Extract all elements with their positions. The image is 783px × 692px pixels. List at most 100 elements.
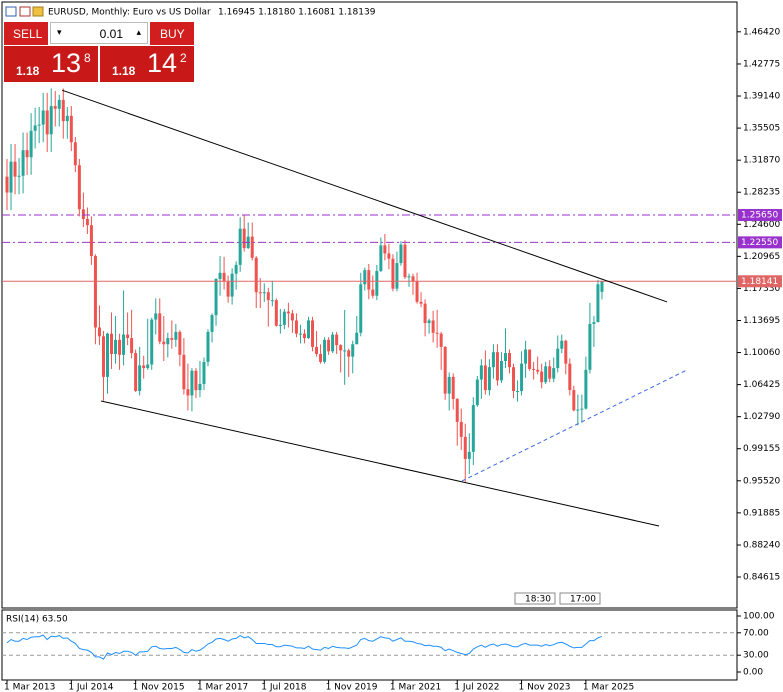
- candle-body: [576, 409, 580, 411]
- x-tick-label: 1 Mar 2013: [4, 683, 55, 692]
- x-tick-label: 1 Jul 2014: [68, 683, 113, 692]
- candle-body: [25, 150, 29, 158]
- candle-body: [166, 338, 170, 345]
- bid-small: 8: [84, 51, 91, 65]
- candle-body: [520, 363, 524, 392]
- candle-body: [431, 320, 435, 333]
- icon: [32, 6, 44, 17]
- candle-body: [524, 349, 528, 364]
- level-label: 1.25650: [741, 211, 778, 221]
- candle-body: [93, 256, 97, 328]
- candle-body: [134, 353, 138, 392]
- volume-input[interactable]: ▾ 0.01 ▴: [50, 22, 148, 44]
- candle-body: [423, 303, 427, 324]
- candle-body: [138, 365, 142, 392]
- y-tick-label: 0.88240: [743, 541, 780, 551]
- candle-body: [146, 364, 150, 369]
- candle-body: [355, 332, 359, 345]
- candle-body: [198, 383, 202, 391]
- candle-body: [118, 339, 122, 355]
- candle-body: [73, 142, 77, 166]
- candle-body: [61, 99, 65, 122]
- candle-body: [391, 258, 395, 289]
- candle-body: [536, 369, 540, 372]
- candle-body: [226, 281, 230, 297]
- level-label: 1.22550: [741, 238, 778, 248]
- candle-body: [435, 332, 439, 334]
- candle-body: [290, 313, 294, 321]
- y-tick-label: 1.13695: [743, 316, 780, 326]
- candle-body: [499, 361, 503, 381]
- buy-label: BUY: [160, 27, 185, 41]
- x-tick-label: 1 Nov 2023: [519, 683, 571, 692]
- candle-body: [351, 344, 355, 357]
- level-label-box: [738, 236, 782, 249]
- candle-body: [548, 366, 552, 379]
- y-tick-label: 1.46420: [743, 27, 780, 37]
- icon: [5, 6, 17, 17]
- candle-body: [218, 272, 222, 279]
- candle-body: [516, 391, 520, 393]
- candle-body: [270, 300, 274, 302]
- candle-body: [302, 333, 306, 339]
- candle-body: [487, 367, 491, 391]
- y-tick-label: 0.99155: [743, 444, 780, 454]
- candle-body: [49, 106, 53, 135]
- candle-body: [532, 368, 536, 370]
- candle-body: [403, 244, 407, 278]
- candle-body: [419, 301, 423, 304]
- candle-body: [162, 341, 166, 345]
- candle-body: [174, 331, 178, 340]
- candle-body: [383, 245, 387, 254]
- candle-body: [222, 272, 226, 282]
- session-marker: [514, 592, 556, 605]
- arrow-up[interactable]: ▴: [136, 27, 141, 37]
- candle-body: [9, 161, 13, 193]
- candle-body: [463, 436, 467, 459]
- candle-body: [447, 376, 451, 394]
- candle-body: [544, 366, 548, 383]
- candle-body: [343, 350, 347, 352]
- candle-body: [33, 125, 37, 131]
- candle-body: [475, 379, 479, 406]
- candle-body: [21, 150, 25, 176]
- candle-body: [17, 175, 21, 177]
- y-tick-label: 1.42775: [743, 59, 780, 69]
- candle-body: [552, 368, 556, 379]
- y-tick-label: 0.84615: [743, 572, 780, 582]
- candle-body: [359, 284, 363, 333]
- candle-body: [411, 276, 415, 282]
- candle-body: [379, 245, 383, 272]
- candle-body: [214, 278, 218, 316]
- ask-box[interactable]: 1.18 14 2: [100, 46, 194, 82]
- sell-button[interactable]: SELL: [4, 22, 48, 45]
- candle-body: [77, 165, 81, 210]
- candle-body: [154, 313, 158, 320]
- buy-button[interactable]: BUY: [150, 22, 194, 45]
- arrow-down[interactable]: ▾: [57, 27, 62, 37]
- candle-body: [455, 398, 459, 422]
- volume-value: 0.01: [99, 27, 123, 41]
- y-tick-label: 1.28235: [743, 188, 780, 198]
- candle-body: [564, 340, 568, 364]
- candle-body: [315, 346, 319, 354]
- y-tick-label: 0.95520: [743, 476, 780, 486]
- candle-body: [451, 376, 455, 399]
- candle-body: [85, 218, 89, 226]
- session-label: 18:30: [525, 595, 551, 605]
- candle-body: [584, 369, 588, 409]
- candle-body: [69, 115, 73, 143]
- candle-body: [5, 176, 9, 193]
- ask-big: 14: [147, 48, 178, 78]
- candle-body: [387, 253, 391, 259]
- candle-body: [327, 339, 331, 352]
- bid-box[interactable]: 1.18 13 8: [4, 46, 98, 82]
- candle-body: [282, 311, 286, 325]
- candle-body: [375, 271, 379, 296]
- candle-body: [540, 371, 544, 383]
- candle-body: [503, 353, 507, 362]
- candle-body: [399, 244, 403, 264]
- candle-body: [210, 315, 214, 332]
- ask-prefix: 1.18: [112, 64, 136, 78]
